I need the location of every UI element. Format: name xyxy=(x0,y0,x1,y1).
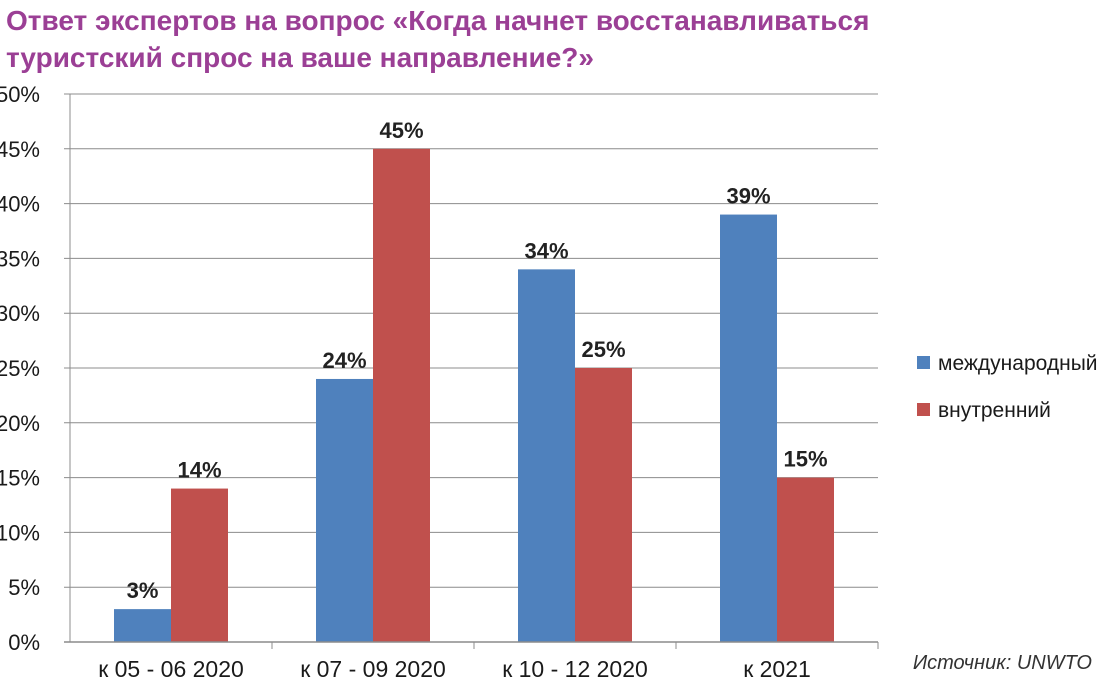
bar-domestic xyxy=(777,477,834,642)
data-label: 45% xyxy=(379,118,423,143)
y-tick-label: 0% xyxy=(8,630,40,655)
legend-label: международный xyxy=(938,352,1098,375)
data-label: 39% xyxy=(726,184,770,209)
y-tick-label: 10% xyxy=(0,520,40,545)
x-tick-label: к 07 - 09 2020 xyxy=(300,656,446,682)
x-tick-label: к 2021 xyxy=(743,656,811,682)
x-tick-label: к 05 - 06 2020 xyxy=(98,656,244,682)
y-tick-label: 45% xyxy=(0,137,40,162)
y-tick-label: 20% xyxy=(0,411,40,436)
bar-international xyxy=(316,378,373,642)
data-label: 24% xyxy=(322,348,366,373)
bar-international xyxy=(518,269,575,642)
bar-international xyxy=(114,609,171,642)
data-label: 15% xyxy=(783,447,827,472)
chart-title-line-2: туристский спрос на ваше направление?» xyxy=(6,42,594,73)
y-tick-label: 50% xyxy=(0,82,40,107)
y-tick-label: 30% xyxy=(0,301,40,326)
chart-title: Ответ экспертов на вопрос «Когда начнет … xyxy=(6,2,1006,76)
y-tick-label: 5% xyxy=(8,575,40,600)
data-label: 34% xyxy=(524,238,568,263)
x-tick-label: к 10 - 12 2020 xyxy=(502,656,648,682)
legend-label: внутренний xyxy=(938,399,1051,422)
data-label: 25% xyxy=(581,337,625,362)
bar-domestic xyxy=(171,488,228,642)
y-tick-label: 15% xyxy=(0,466,40,491)
y-tick-label: 35% xyxy=(0,246,40,271)
data-label: 14% xyxy=(177,458,221,483)
y-tick-label: 40% xyxy=(0,192,40,217)
y-tick-label: 25% xyxy=(0,356,40,381)
bar-international xyxy=(720,214,777,642)
legend-swatch xyxy=(917,356,930,369)
legend-swatch xyxy=(917,403,930,416)
bar-domestic xyxy=(575,368,632,642)
chart-title-line-1: Ответ экспертов на вопрос «Когда начнет … xyxy=(6,5,870,36)
data-label: 3% xyxy=(127,578,159,603)
bar-domestic xyxy=(373,148,430,643)
source-note: Источник: UNWTO xyxy=(912,652,1092,674)
